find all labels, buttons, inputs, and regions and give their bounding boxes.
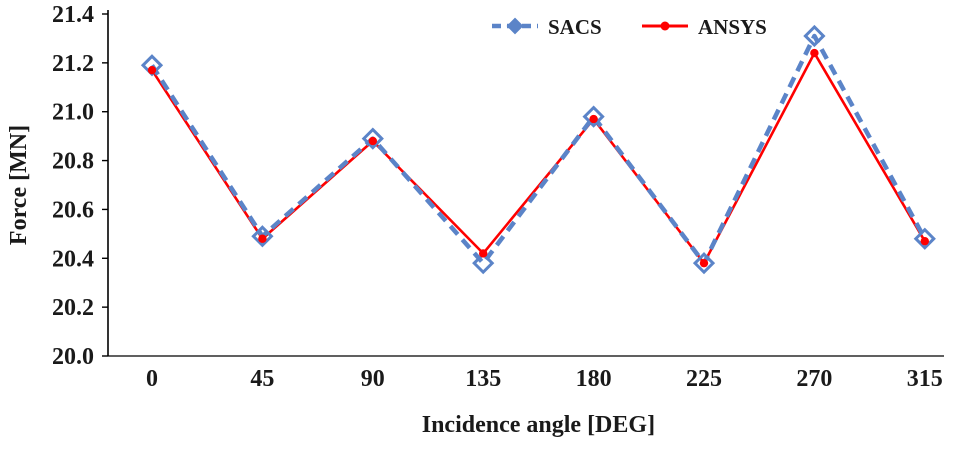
y-tick-label: 20.6 (52, 197, 94, 223)
y-tick-label: 20.0 (52, 344, 94, 370)
ansys-marker (147, 65, 157, 75)
y-tick-label: 21.0 (52, 100, 94, 126)
sacs-marker (692, 252, 716, 275)
sacs-marker (582, 105, 605, 128)
sacs-marker (913, 227, 936, 250)
ansys-marker (589, 114, 598, 124)
y-tick-label: 21.2 (52, 51, 94, 77)
sacs-line (150, 33, 927, 266)
sacs-marker (472, 252, 495, 275)
x-tick-label: 270 (796, 366, 832, 392)
x-axis-title: Incidence angle [DEG] (422, 412, 655, 438)
legend-marker-ansys (660, 21, 670, 31)
x-tick-label: 0 (146, 366, 158, 392)
x-tick-label: 90 (361, 366, 385, 392)
ansys-marker (699, 258, 709, 268)
y-tick-label: 20.4 (52, 246, 94, 272)
y-axis-title: Force [MN] (6, 125, 32, 245)
legend-item-ansys: ANSYS (642, 15, 767, 39)
legend-item-sacs: SACS (492, 15, 602, 39)
x-tick-label: 45 (250, 366, 274, 392)
y-tick-label: 20.8 (52, 149, 94, 175)
sacs-marker (361, 127, 384, 150)
ansys-marker (368, 136, 377, 146)
legend-marker-sacs (506, 17, 524, 35)
sacs-marker (803, 24, 826, 48)
y-tick-label: 20.2 (52, 295, 94, 321)
legend-label-ansys: ANSYS (698, 15, 767, 39)
x-tick-label: 315 (907, 366, 943, 392)
x-tick-label: 135 (465, 366, 501, 392)
ansys-marker (479, 249, 488, 258)
ansys-marker (920, 236, 929, 246)
legend-label-sacs: SACS (548, 15, 602, 39)
ansys-marker (258, 234, 267, 243)
ansys-marker (810, 48, 819, 58)
x-tick-label: 225 (686, 366, 722, 392)
x-tick-label: 180 (576, 366, 612, 392)
y-tick-label: 21.4 (52, 2, 94, 28)
sacs-marker (251, 225, 274, 248)
